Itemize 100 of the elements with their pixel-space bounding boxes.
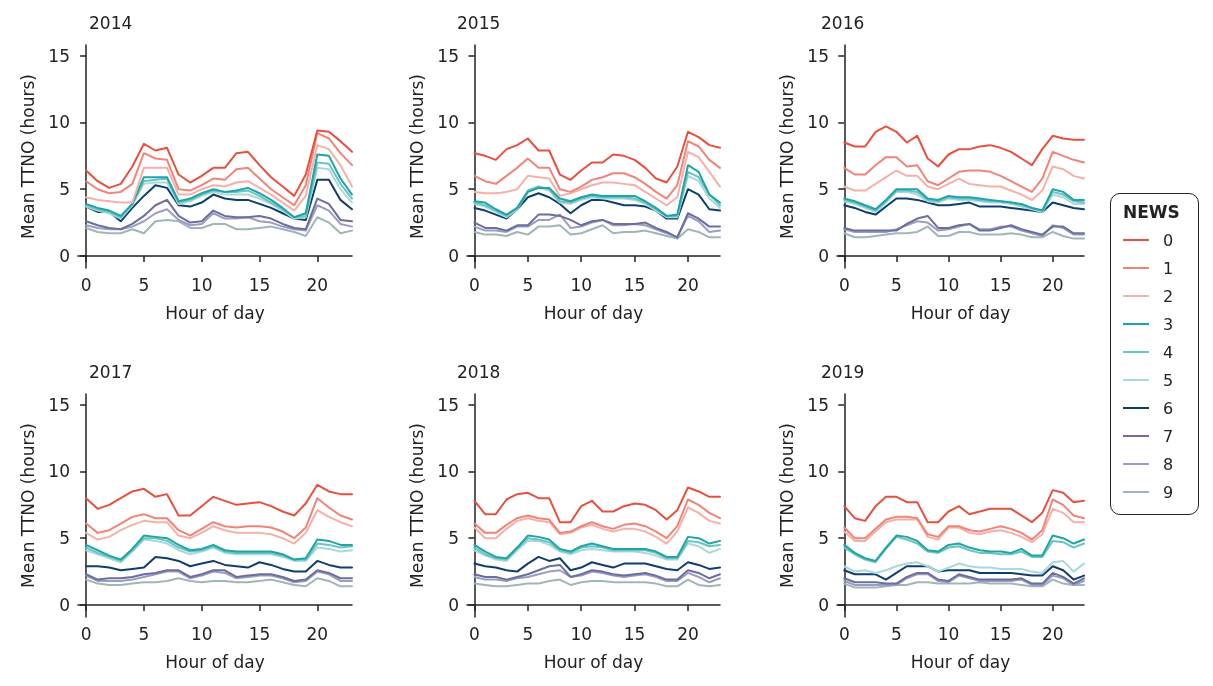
legend-label: 5 <box>1163 370 1174 390</box>
y-tick-label: 5 <box>818 179 829 200</box>
y-axis-title: Mean TTNO (hours) <box>406 423 427 588</box>
y-tick-label: 15 <box>807 394 829 415</box>
line-series <box>85 197 353 231</box>
y-tick-label: 0 <box>818 245 829 266</box>
y-tick-label: 5 <box>59 179 70 200</box>
y-tick-label: 10 <box>807 461 829 482</box>
y-tick-label: 0 <box>818 594 829 615</box>
x-tick-label: 0 <box>838 274 850 295</box>
x-tick-label: 20 <box>306 623 329 644</box>
y-axis-title: Mean TTNO (hours) <box>776 74 797 239</box>
x-tick-label: 10 <box>190 274 213 295</box>
x-tick-label: 15 <box>248 623 271 644</box>
x-axis-title: Hour of day <box>910 651 1011 672</box>
x-axis-title: Hour of day <box>165 651 265 672</box>
x-tick-label: 0 <box>469 274 480 295</box>
line-series <box>473 555 721 573</box>
line-series <box>843 165 1085 201</box>
line-series <box>843 225 1085 240</box>
legend-title: NEWS <box>1123 202 1180 222</box>
legend-label: 2 <box>1163 286 1174 306</box>
y-tick-label: 15 <box>437 45 459 66</box>
line-series <box>843 214 1085 236</box>
line-series <box>85 132 353 207</box>
line-series <box>85 509 353 545</box>
y-tick-label: 0 <box>59 594 70 615</box>
y-tick-label: 10 <box>48 461 70 482</box>
x-tick-label: 5 <box>890 274 902 295</box>
y-tick-label: 0 <box>448 594 459 615</box>
chart-title: 2017 <box>89 361 133 382</box>
line-series <box>473 224 721 240</box>
y-tick-label: 10 <box>807 112 829 133</box>
legend-label: 9 <box>1163 482 1174 502</box>
y-tick-label: 15 <box>48 45 70 66</box>
x-tick-label: 20 <box>1041 623 1064 644</box>
line-series <box>843 578 1085 589</box>
line-series <box>473 150 721 207</box>
chart-title: 2019 <box>821 361 865 382</box>
line-series <box>85 497 353 540</box>
x-tick-label: 10 <box>570 623 593 644</box>
y-tick-label: 5 <box>448 179 459 200</box>
x-tick-label: 15 <box>623 274 646 295</box>
line-series <box>843 559 1085 574</box>
x-tick-label: 0 <box>838 623 850 644</box>
line-series <box>85 555 353 573</box>
x-axis-title: Hour of day <box>165 302 265 323</box>
x-tick-label: 10 <box>190 623 213 644</box>
x-tick-label: 5 <box>522 623 534 644</box>
x-axis-title: Hour of day <box>910 302 1011 323</box>
line-series <box>85 204 353 232</box>
x-tick-label: 15 <box>989 623 1012 644</box>
x-tick-label: 10 <box>937 274 960 295</box>
line-series <box>843 125 1085 168</box>
y-tick-label: 5 <box>59 528 70 549</box>
y-axis-title: Mean TTNO (hours) <box>406 74 427 239</box>
x-tick-label: 5 <box>138 274 150 295</box>
chart-title: 2016 <box>821 12 865 33</box>
x-axis-title: Hour of day <box>543 651 644 672</box>
x-tick-label: 0 <box>469 623 480 644</box>
line-series <box>843 150 1085 193</box>
line-series <box>473 486 721 524</box>
line-series <box>85 577 353 588</box>
y-tick-label: 10 <box>48 112 70 133</box>
x-tick-label: 0 <box>80 274 92 295</box>
y-tick-label: 10 <box>437 461 459 482</box>
line-series <box>473 506 721 545</box>
x-tick-label: 5 <box>890 623 902 644</box>
line-series <box>85 483 353 517</box>
y-tick-label: 5 <box>818 528 829 549</box>
line-series <box>473 578 721 588</box>
x-tick-label: 0 <box>80 623 92 644</box>
line-series <box>473 188 721 220</box>
legend-label: 6 <box>1163 398 1174 418</box>
legend-label: 0 <box>1163 230 1174 250</box>
chart-title: 2015 <box>457 12 501 33</box>
line-series <box>473 498 721 540</box>
x-tick-label: 20 <box>677 274 699 295</box>
line-series <box>85 178 353 223</box>
x-tick-label: 10 <box>937 623 960 644</box>
legend-label: 7 <box>1163 426 1174 446</box>
y-tick-label: 15 <box>807 45 829 66</box>
x-tick-label: 5 <box>522 274 534 295</box>
y-tick-label: 15 <box>48 394 70 415</box>
y-axis-title: Mean TTNO (hours) <box>17 423 38 588</box>
y-tick-label: 10 <box>437 112 459 133</box>
line-series <box>843 565 1085 581</box>
line-series <box>473 569 721 584</box>
x-tick-label: 15 <box>989 274 1012 295</box>
legend-label: 1 <box>1163 258 1174 278</box>
y-axis-title: Mean TTNO (hours) <box>17 74 38 239</box>
x-tick-label: 20 <box>677 623 699 644</box>
y-tick-label: 0 <box>59 245 70 266</box>
x-tick-label: 20 <box>1041 274 1064 295</box>
x-tick-label: 5 <box>138 623 150 644</box>
line-series <box>85 216 353 237</box>
x-tick-label: 20 <box>306 274 329 295</box>
line-series <box>473 563 721 581</box>
line-series <box>843 498 1085 541</box>
line-series <box>843 507 1085 544</box>
